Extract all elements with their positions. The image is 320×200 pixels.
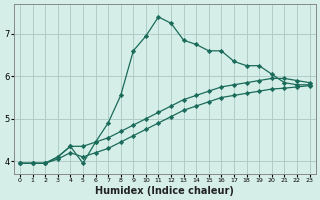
X-axis label: Humidex (Indice chaleur): Humidex (Indice chaleur): [95, 186, 234, 196]
